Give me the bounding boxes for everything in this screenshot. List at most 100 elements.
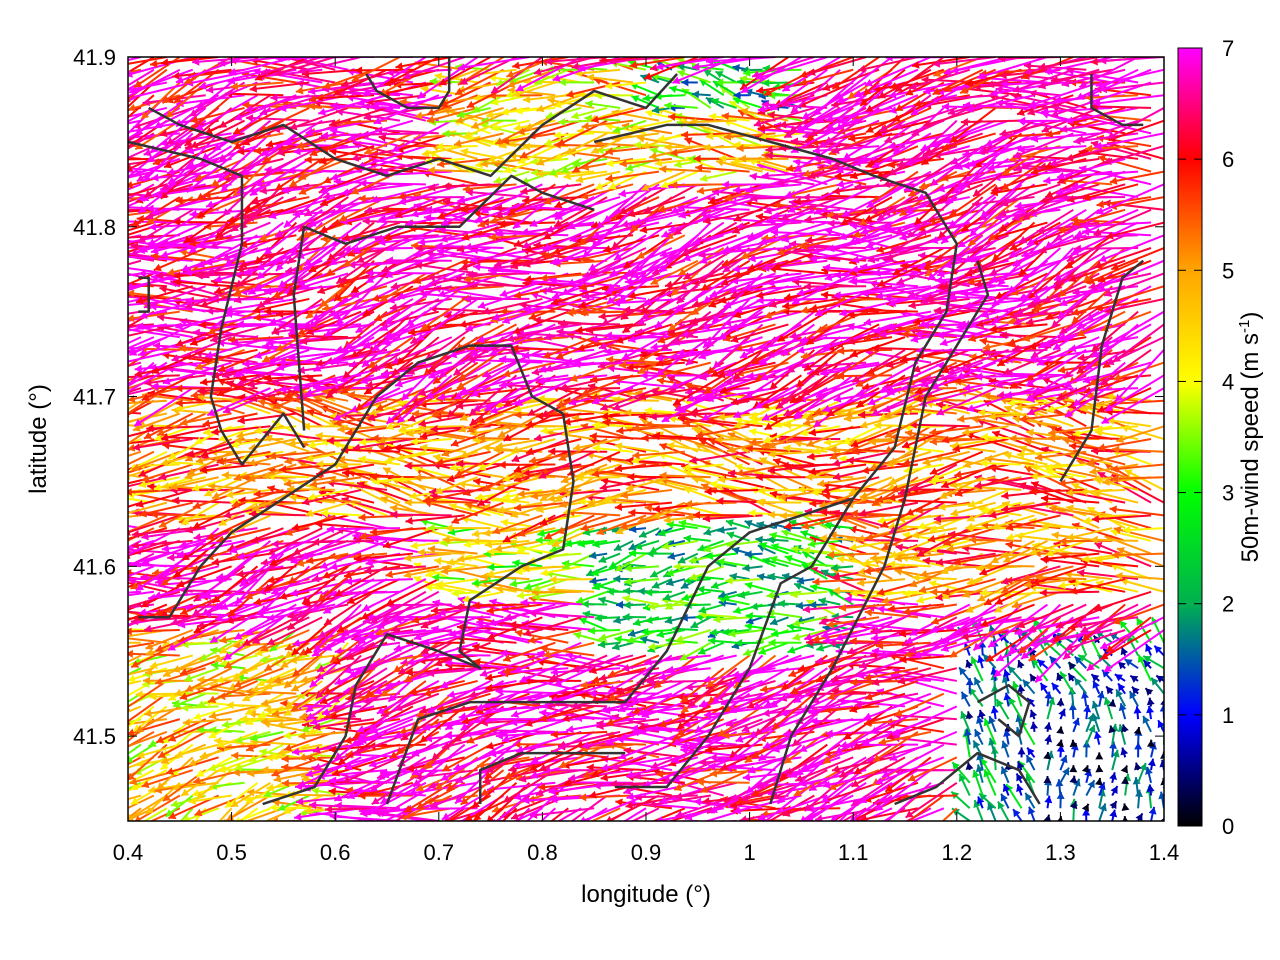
wind-arrow-head	[120, 608, 127, 616]
wind-arrow	[1027, 806, 1036, 821]
wind-arrow-shaft	[128, 628, 129, 630]
wind-arrow	[304, 820, 310, 821]
wind-arrow-head	[108, 811, 116, 818]
wind-arrow-head	[358, 790, 366, 799]
wind-arrow-head	[158, 832, 166, 840]
wind-arrow-head	[363, 808, 372, 816]
wind-arrow-head	[1135, 789, 1144, 797]
wind-arrow	[905, 807, 932, 821]
wind-arrow-shaft	[733, 794, 802, 813]
wind-arrow	[230, 781, 271, 808]
wind-arrow	[540, 807, 557, 821]
wind-arrow-head	[567, 828, 575, 836]
wind-arrow	[1044, 795, 1053, 809]
wind-arrow	[551, 820, 556, 821]
wind-arrow	[712, 820, 776, 838]
wind-arrow-head	[92, 810, 100, 818]
wind-arrow-head	[88, 627, 95, 635]
wind-arrow-head	[794, 833, 802, 841]
wind-arrow-head	[281, 779, 289, 788]
wind-arrow	[1121, 776, 1130, 785]
wind-arrow	[460, 794, 505, 821]
wind-arrow-head	[120, 623, 128, 630]
wind-arrow-head	[110, 676, 118, 683]
wind-arrow-head	[95, 684, 103, 692]
wind-arrow-head	[896, 842, 904, 849]
wind-arrow	[128, 794, 168, 821]
wind-arrow-head	[626, 792, 635, 801]
wind-arrow-head	[98, 590, 106, 598]
wind-arrow	[311, 787, 349, 797]
wind-arrow	[907, 794, 945, 821]
wind-arrow-shaft	[363, 781, 427, 816]
wind-arrow-head	[1055, 779, 1064, 787]
wind-arrow	[1135, 812, 1144, 821]
wind-arrow	[1145, 766, 1153, 784]
wind-arrow-head	[480, 832, 488, 839]
wind-arrow-head	[712, 830, 720, 838]
wind-arrow-head	[828, 830, 836, 837]
wind-arrow-head	[709, 805, 718, 814]
wind-arrow	[128, 795, 129, 797]
wind-arrow	[909, 807, 945, 821]
wind-arrow-head	[513, 792, 522, 801]
wind-arrow	[128, 668, 129, 670]
wind-arrow-head	[247, 769, 255, 778]
wind-arrow-head	[594, 849, 602, 856]
wind-arrow-head	[550, 795, 558, 804]
wind-arrow-head	[95, 803, 103, 811]
wind-arrow-shaft	[590, 807, 621, 821]
wind-arrow-shaft	[225, 794, 271, 821]
wind-arrow-head	[82, 829, 90, 837]
wind-arrow-head	[307, 823, 315, 831]
wind-arrow	[408, 781, 478, 797]
wind-arrow-shaft	[885, 782, 932, 821]
wind-arrow	[141, 769, 194, 789]
wind-arrow-head	[972, 770, 980, 778]
wind-arrow-head	[1160, 777, 1164, 786]
wind-arrow	[862, 820, 867, 821]
wind-arrow-head	[90, 607, 97, 615]
wind-arrow-head	[113, 757, 121, 764]
wind-arrow-head	[119, 561, 126, 569]
wind-arrow-head	[408, 788, 417, 797]
wind-arrow-shaft	[444, 807, 466, 821]
wind-arrow	[570, 794, 608, 821]
wind-arrow-head	[101, 831, 109, 838]
wind-arrow-shaft	[515, 807, 531, 821]
wind-arrow-shaft	[574, 716, 647, 721]
wind-arrow-head	[85, 596, 92, 604]
wind-arrow	[1148, 806, 1157, 821]
wind-arrow-shaft	[501, 807, 518, 821]
wind-arrow-shaft	[928, 820, 931, 821]
wind-arrow	[841, 807, 867, 821]
wind-arrow-head	[245, 826, 253, 834]
wind-arrow-head	[235, 816, 241, 821]
wind-arrow-head	[116, 634, 123, 642]
wind-arrow-head	[1110, 785, 1118, 795]
wind-arrow-shaft	[128, 655, 129, 657]
wind-arrow-head	[301, 771, 309, 780]
wind-arrow-head	[905, 810, 914, 818]
wind-arrow	[128, 693, 129, 695]
wind-arrow	[363, 781, 427, 816]
wind-arrow-head	[168, 811, 177, 820]
wind-arrow-shaft	[1039, 590, 1100, 594]
wind-arrow-shaft	[134, 794, 181, 821]
wind-arrow-shaft	[627, 820, 634, 821]
wind-arrow-shaft	[287, 793, 336, 797]
wind-arrow-shaft	[825, 820, 828, 821]
wind-arrow-head	[325, 805, 333, 814]
wind-arrow-shaft	[334, 804, 400, 810]
wind-arrow-shaft	[128, 794, 168, 821]
wind-arrow-head	[757, 813, 766, 821]
wind-arrow	[92, 808, 129, 818]
wind-arrow	[473, 820, 478, 821]
wind-arrow	[128, 770, 129, 772]
wind-arrow-head	[484, 823, 492, 830]
wind-arrow-head	[1139, 762, 1147, 771]
wind-arrow-head	[111, 791, 119, 798]
wind-arrow-head	[116, 664, 124, 671]
wind-arrow-shaft	[905, 781, 958, 819]
wind-arrow	[838, 820, 841, 821]
